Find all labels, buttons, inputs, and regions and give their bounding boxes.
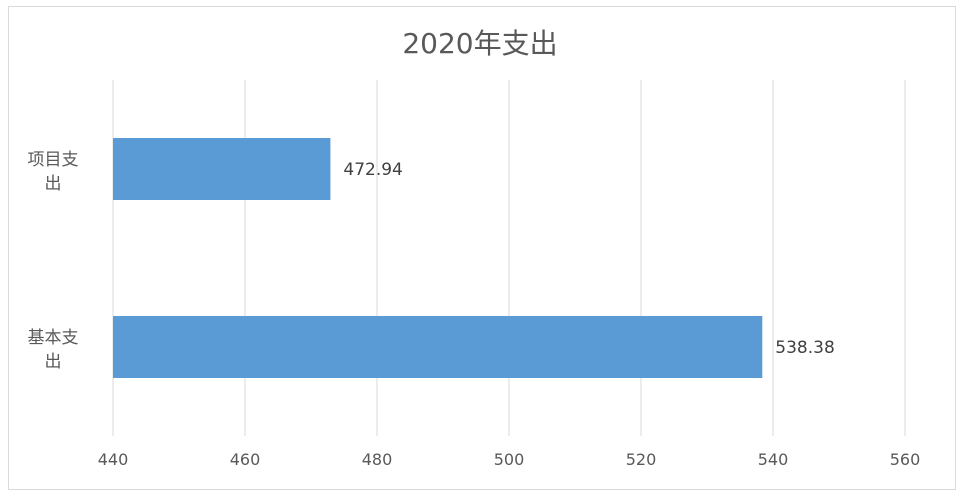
bar <box>113 138 331 200</box>
x-tick-labels: 440 460 480 500 520 540 560 <box>98 450 921 469</box>
gridlines <box>112 80 906 436</box>
chart-frame <box>8 6 956 490</box>
x-tick-label: 520 <box>626 450 657 469</box>
bars: 472.94 538.38 <box>113 138 835 378</box>
x-tick-label: 460 <box>230 450 261 469</box>
data-label: 538.38 <box>775 338 834 358</box>
x-tick-label: 500 <box>494 450 525 469</box>
category-label-line2: 出 <box>45 174 62 194</box>
bar <box>113 316 763 378</box>
data-label: 472.94 <box>343 160 402 180</box>
x-tick-label: 440 <box>98 450 129 469</box>
x-tick-label: 480 <box>362 450 393 469</box>
category-label-line1: 基本支 <box>28 328 79 348</box>
category-label-line2: 出 <box>45 352 62 372</box>
x-tick-label: 540 <box>758 450 789 469</box>
chart-title: 2020年支出 <box>402 27 558 60</box>
x-tick-label: 560 <box>890 450 921 469</box>
category-label-line1: 项目支 <box>28 150 79 170</box>
